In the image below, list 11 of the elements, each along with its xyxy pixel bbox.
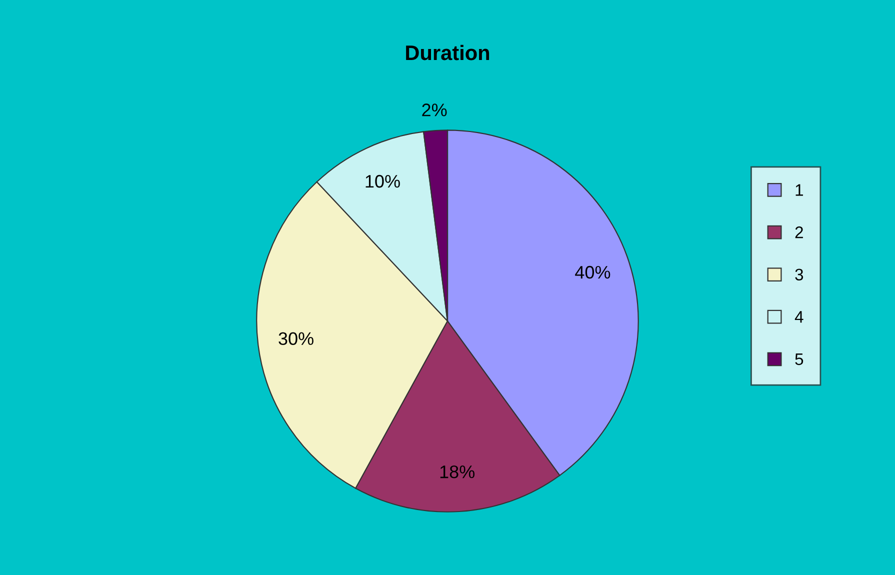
chart-title: Duration — [406, 44, 490, 60]
legend-label: 5 — [795, 353, 804, 366]
legend-label: 1 — [796, 184, 803, 196]
data-label: 10% — [366, 174, 400, 188]
data-label: 18% — [440, 465, 475, 478]
data-label: 30% — [278, 332, 314, 346]
data-label: 40% — [575, 266, 610, 279]
legend-label: 2 — [795, 226, 803, 238]
legend-label: 3 — [795, 268, 804, 281]
legend-label: 4 — [794, 311, 804, 323]
data-label: 2% — [422, 104, 447, 116]
